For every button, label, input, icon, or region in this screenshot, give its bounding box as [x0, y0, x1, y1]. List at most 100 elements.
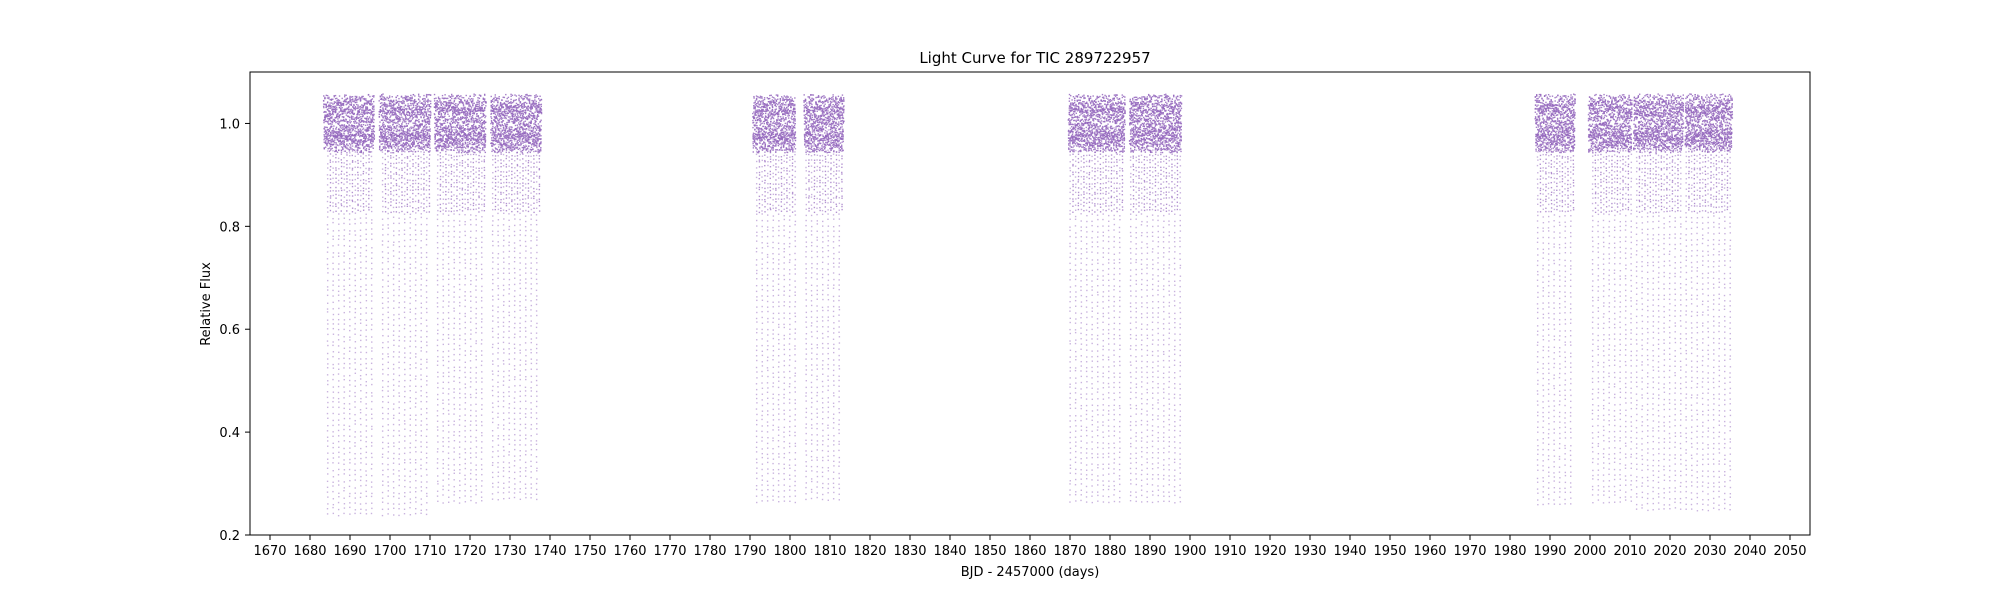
data-point: [465, 128, 466, 129]
data-point: [390, 144, 391, 145]
data-point: [336, 121, 337, 122]
data-point: [365, 201, 366, 202]
data-point: [379, 100, 380, 101]
data-point: [333, 457, 334, 458]
data-point: [437, 356, 438, 357]
data-point: [385, 186, 386, 187]
data-point: [421, 395, 422, 396]
data-point: [371, 278, 372, 279]
data-point: [415, 497, 416, 498]
data-point: [338, 133, 339, 134]
data-point: [366, 446, 367, 447]
data-point: [437, 382, 438, 383]
data-point: [472, 115, 473, 116]
data-point: [344, 124, 345, 125]
data-point: [355, 107, 356, 108]
data-point: [467, 144, 468, 145]
data-point: [404, 447, 405, 448]
data-point: [332, 183, 333, 184]
data-point: [385, 109, 386, 110]
data-point: [360, 190, 361, 191]
data-point: [388, 252, 389, 253]
data-point: [346, 114, 347, 115]
data-point: [360, 340, 361, 341]
data-point: [437, 410, 438, 411]
data-point: [435, 98, 436, 99]
data-point: [430, 112, 431, 113]
data-point: [480, 95, 481, 96]
data-point: [368, 168, 369, 169]
data-point: [437, 225, 438, 226]
data-point: [404, 328, 405, 329]
data-point: [410, 234, 411, 235]
data-point: [410, 185, 411, 186]
data-point: [443, 459, 444, 460]
data-point: [343, 498, 344, 499]
data-point: [330, 169, 331, 170]
data-point: [381, 132, 382, 133]
data-point: [379, 121, 380, 122]
data-point: [344, 218, 345, 219]
data-point: [393, 167, 394, 168]
data-point: [408, 140, 409, 141]
data-point: [410, 108, 411, 109]
data-point: [352, 126, 353, 127]
data-point: [437, 394, 438, 395]
data-point: [421, 240, 422, 241]
data-point: [382, 268, 383, 269]
data-point: [411, 111, 412, 112]
data-point: [401, 139, 402, 140]
data-point: [485, 102, 486, 103]
data-point: [333, 230, 334, 231]
data-point: [349, 150, 350, 151]
data-point: [336, 98, 337, 99]
data-point: [393, 463, 394, 464]
data-point: [407, 163, 408, 164]
data-point: [344, 96, 345, 97]
data-point: [427, 142, 428, 143]
data-point: [414, 101, 415, 102]
data-point: [384, 111, 385, 112]
data-point: [411, 147, 412, 148]
data-point: [349, 330, 350, 331]
data-point: [371, 313, 372, 314]
data-point: [404, 121, 405, 122]
data-point: [397, 115, 398, 116]
data-point: [355, 98, 356, 99]
data-point: [443, 300, 444, 301]
data-point: [368, 110, 369, 111]
data-point: [457, 143, 458, 144]
data-point: [477, 135, 478, 136]
data-point: [335, 95, 336, 96]
data-point: [332, 263, 333, 264]
data-point: [426, 272, 427, 273]
data-point: [456, 132, 457, 133]
data-point: [342, 125, 343, 126]
data-point: [338, 339, 339, 340]
data-point: [410, 264, 411, 265]
data-point: [412, 211, 413, 212]
data-point: [415, 257, 416, 258]
data-point: [398, 362, 399, 363]
data-point: [388, 451, 389, 452]
data-point: [442, 225, 443, 226]
data-point: [415, 431, 416, 432]
data-point: [382, 272, 383, 273]
data-point: [334, 142, 335, 143]
data-point: [405, 99, 406, 100]
data-point: [344, 341, 345, 342]
data-point: [334, 120, 335, 121]
data-point: [344, 403, 345, 404]
data-point: [442, 451, 443, 452]
data-point: [387, 297, 388, 298]
data-point: [332, 130, 333, 131]
data-point: [453, 132, 454, 133]
data-point: [407, 115, 408, 116]
data-point: [426, 301, 427, 302]
data-point: [371, 113, 372, 114]
data-point: [415, 156, 416, 157]
data-point: [385, 201, 386, 202]
data-point: [463, 137, 464, 138]
data-point: [382, 386, 383, 387]
data-point: [414, 126, 415, 127]
